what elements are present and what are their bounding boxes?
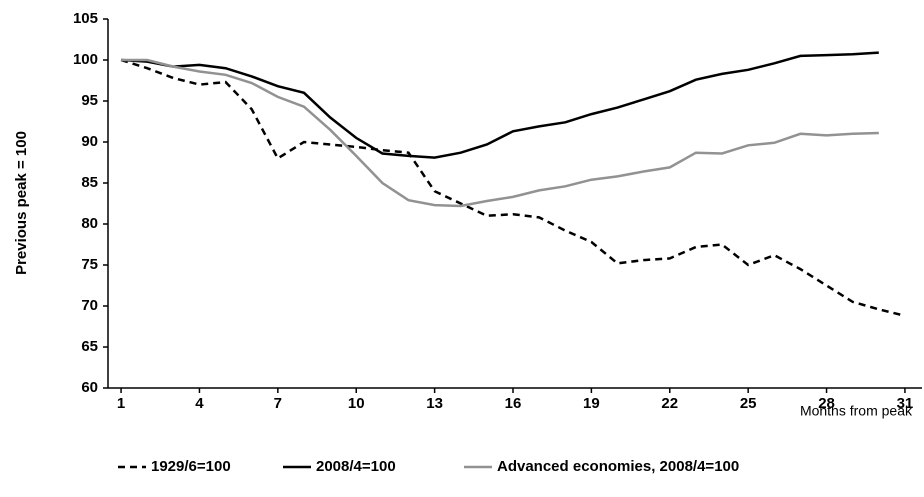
x-tick-label: 31 [897,395,914,412]
x-axis-title: Months from peak [800,403,913,419]
x-tick-label: 10 [348,395,365,412]
y-tick-label: 100 [73,51,98,68]
legend-label: Advanced economies, 2008/4=100 [497,458,739,475]
y-tick-label: 85 [81,174,98,191]
y-tick-label: 80 [81,215,98,232]
x-tick-label: 22 [661,395,678,412]
x-tick-label: 28 [818,395,835,412]
y-tick-label: 75 [81,256,98,273]
legend-label: 2008/4=100 [316,458,396,475]
x-tick-label: 19 [583,395,600,412]
x-tick-label: 13 [426,395,443,412]
y-tick-label: 60 [81,379,98,396]
x-tick-label: 1 [117,395,125,412]
x-tick-label: 4 [195,395,204,412]
series-line [120,58,906,318]
y-tick-label: 105 [73,10,98,27]
y-axis-title: Previous peak = 100 [13,131,30,275]
y-tick-label: 95 [81,92,98,109]
y-tick-label: 65 [81,338,98,355]
legend-label: 1929/6=100 [151,458,231,475]
y-tick-label: 90 [81,133,98,150]
series-line [121,51,879,159]
series-line [121,58,879,208]
y-tick-label: 70 [81,297,98,314]
x-tick-label: 16 [505,395,522,412]
x-tick-label: 7 [274,395,282,412]
x-tick-label: 25 [740,395,757,412]
